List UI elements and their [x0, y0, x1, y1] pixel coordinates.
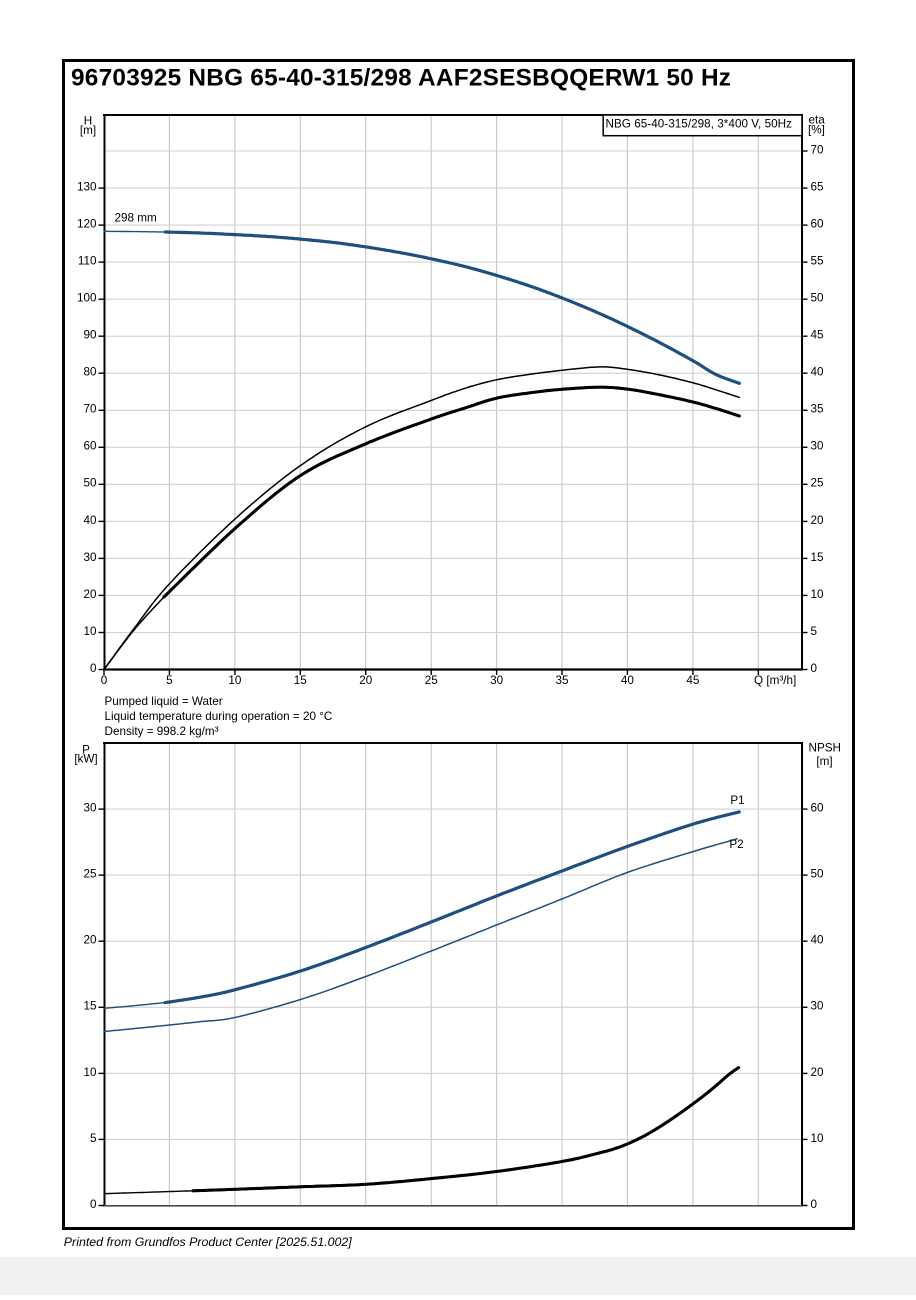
svg-text:Printed from Grundfos Product: Printed from Grundfos Product Center [20…: [64, 1235, 352, 1249]
svg-text:P1: P1: [730, 794, 744, 807]
svg-text:20: 20: [811, 1066, 825, 1079]
svg-text:25: 25: [83, 868, 97, 881]
svg-text:10: 10: [83, 1066, 97, 1079]
svg-text:10: 10: [228, 674, 242, 687]
svg-text:50: 50: [811, 292, 825, 305]
svg-text:55: 55: [811, 255, 825, 268]
svg-text:30: 30: [811, 440, 825, 453]
svg-text:30: 30: [811, 1000, 825, 1013]
svg-text:0: 0: [90, 1198, 97, 1211]
svg-text:0: 0: [101, 674, 108, 687]
svg-text:Q [m³/h]: Q [m³/h]: [754, 674, 796, 687]
svg-text:40: 40: [621, 674, 635, 687]
svg-text:20: 20: [83, 588, 97, 601]
svg-text:45: 45: [686, 674, 700, 687]
svg-text:5: 5: [811, 625, 818, 638]
svg-text:0: 0: [811, 662, 818, 675]
svg-text:20: 20: [359, 674, 373, 687]
svg-text:[m]: [m]: [80, 124, 96, 137]
svg-text:50: 50: [811, 868, 825, 881]
svg-text:P: P: [82, 744, 90, 757]
svg-text:70: 70: [83, 403, 97, 416]
svg-text:10: 10: [811, 1132, 825, 1145]
svg-text:90: 90: [83, 329, 97, 342]
svg-text:70: 70: [811, 143, 825, 156]
svg-text:30: 30: [490, 674, 504, 687]
svg-text:15: 15: [811, 551, 825, 564]
svg-text:0: 0: [90, 662, 97, 675]
svg-text:30: 30: [83, 551, 97, 564]
svg-text:H: H: [84, 115, 92, 128]
svg-text:eta: eta: [809, 113, 826, 126]
svg-text:60: 60: [83, 440, 97, 453]
svg-text:50: 50: [83, 477, 97, 490]
svg-text:NPSH: NPSH: [809, 742, 841, 755]
svg-text:298 mm: 298 mm: [115, 212, 157, 225]
svg-text:65: 65: [811, 181, 825, 194]
svg-text:40: 40: [811, 366, 825, 379]
svg-text:40: 40: [811, 934, 825, 947]
svg-text:25: 25: [811, 477, 825, 490]
svg-text:45: 45: [811, 329, 825, 342]
svg-text:NBG 65-40-315/298, 3*400 V, 50: NBG 65-40-315/298, 3*400 V, 50Hz: [606, 118, 793, 131]
svg-text:110: 110: [78, 255, 97, 268]
svg-text:[%]: [%]: [808, 124, 825, 137]
svg-text:5: 5: [90, 1132, 97, 1145]
svg-text:20: 20: [83, 934, 97, 947]
svg-text:35: 35: [555, 674, 569, 687]
svg-text:100: 100: [77, 292, 97, 305]
svg-text:80: 80: [83, 366, 97, 379]
svg-text:120: 120: [77, 218, 97, 231]
svg-text:Pumped liquid = Water: Pumped liquid = Water: [105, 695, 223, 708]
svg-text:15: 15: [83, 1000, 97, 1013]
svg-text:[m]: [m]: [816, 755, 832, 768]
svg-text:60: 60: [811, 218, 825, 231]
svg-text:15: 15: [294, 674, 308, 687]
svg-text:40: 40: [83, 514, 97, 527]
svg-text:30: 30: [83, 802, 97, 815]
svg-text:5: 5: [166, 674, 173, 687]
svg-text:Density = 998.2 kg/m³: Density = 998.2 kg/m³: [105, 725, 219, 738]
svg-text:130: 130: [77, 181, 97, 194]
svg-text:60: 60: [811, 802, 825, 815]
svg-text:20: 20: [811, 514, 825, 527]
svg-text:[kW]: [kW]: [74, 753, 97, 766]
svg-text:P2: P2: [729, 838, 743, 851]
svg-text:10: 10: [83, 625, 97, 638]
svg-text:10: 10: [811, 588, 825, 601]
svg-text:35: 35: [811, 403, 825, 416]
svg-text:Liquid temperature during oper: Liquid temperature during operation = 20…: [105, 710, 333, 723]
svg-text:25: 25: [425, 674, 439, 687]
svg-text:0: 0: [811, 1198, 818, 1211]
svg-text:96703925 NBG 65-40-315/298 AAF: 96703925 NBG 65-40-315/298 AAF2SESBQQERW…: [71, 65, 731, 92]
